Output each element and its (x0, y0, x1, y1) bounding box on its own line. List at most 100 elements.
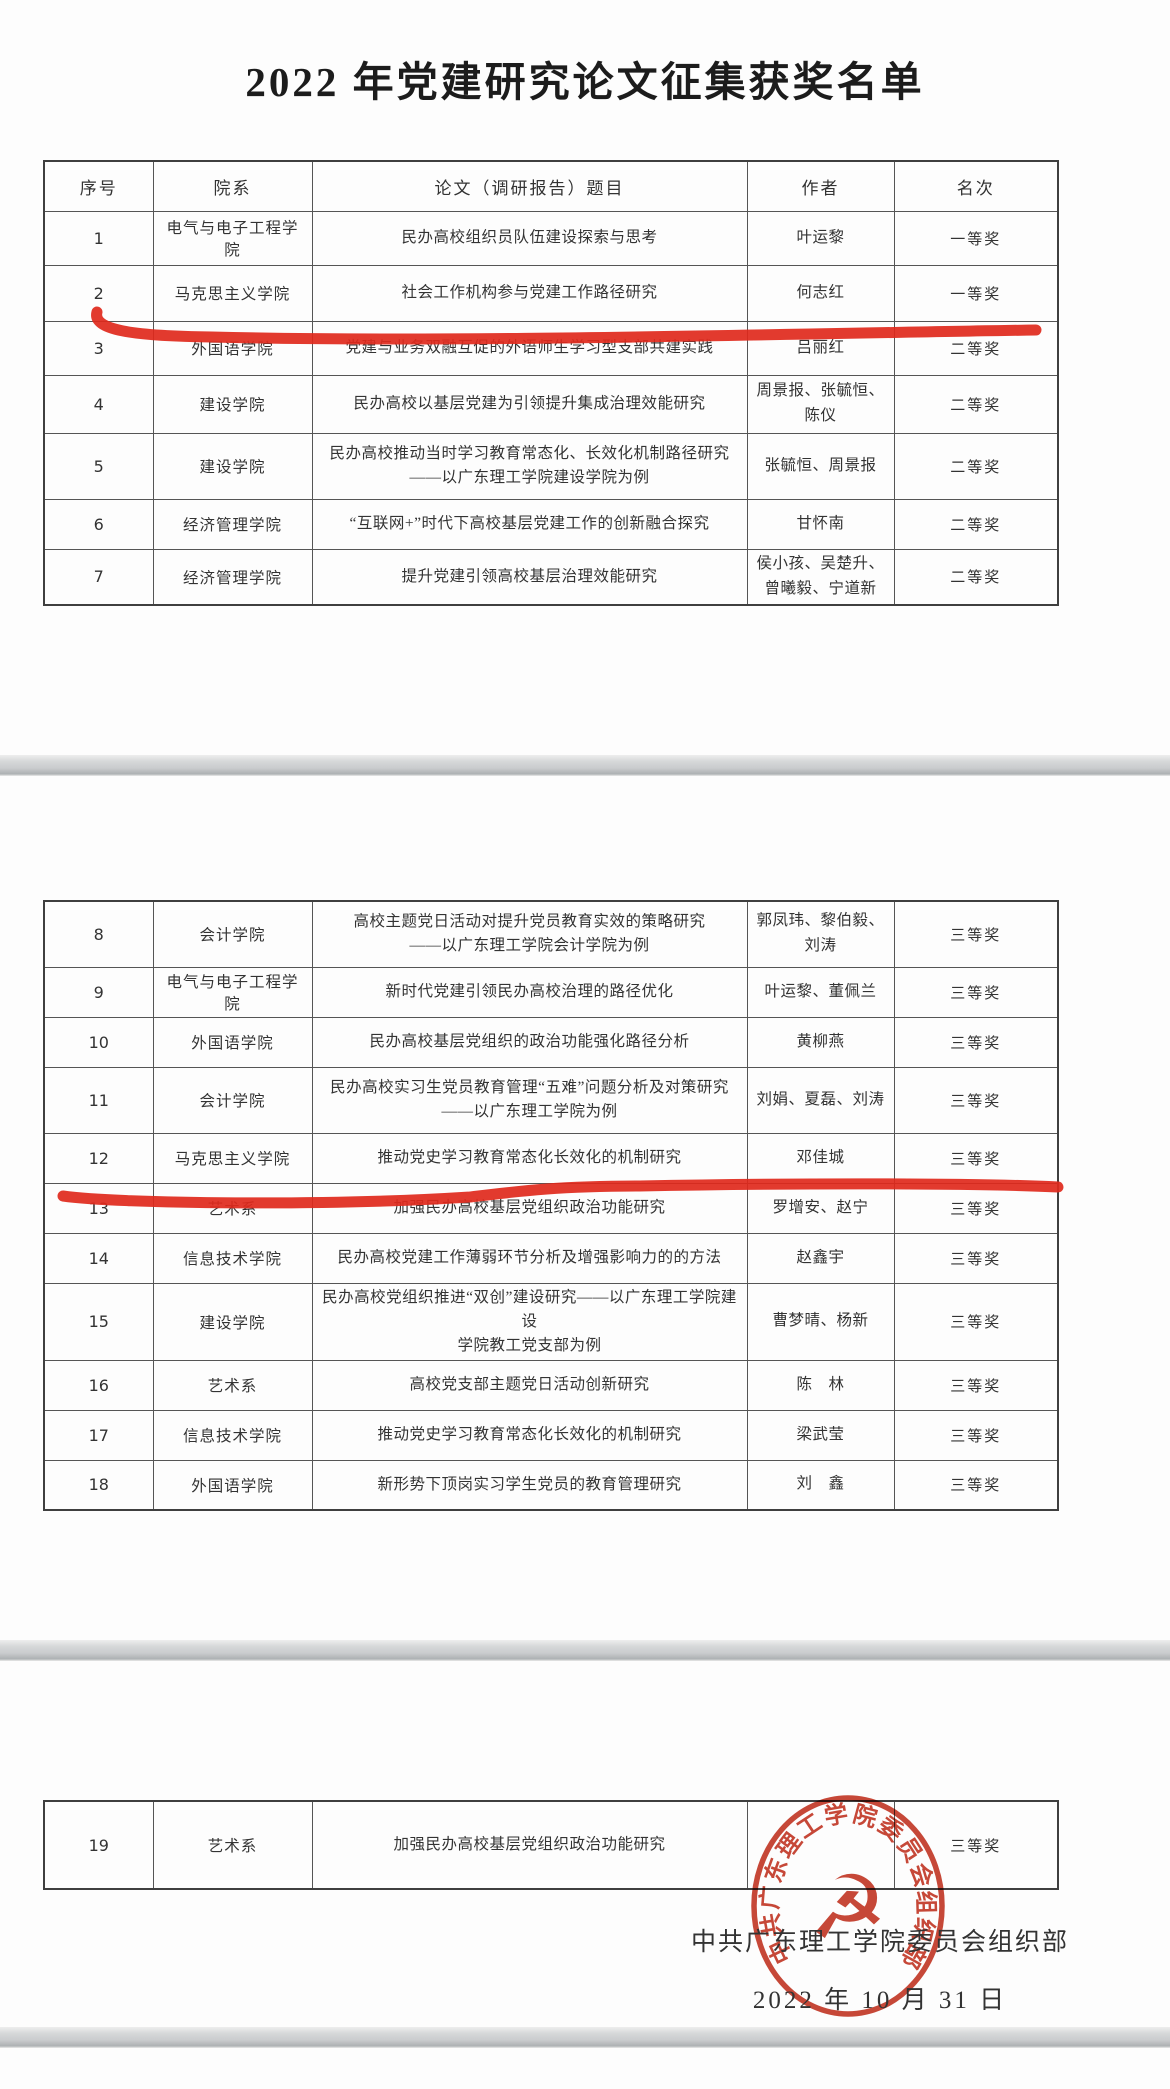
department-cell: 建设学院 (152, 432, 313, 500)
paper-title-cell: 加强民办高校基层党组织政治功能研究 (311, 1182, 748, 1234)
rank-cell: 三等奖 (893, 1132, 1059, 1184)
header-row: 序号 院系 论文（调研报告）题目 作者 名次 (43, 160, 1059, 212)
row-number-cell: 3 (43, 320, 154, 376)
department-cell: 马克思主义学院 (152, 264, 313, 322)
awards-table-page-3: 19 艺术系 加强民办高校基层党组织政治功能研究 三等奖 (43, 1800, 1059, 1890)
table-row: 11 会计学院 民办高校实习生党员教育管理“五难”问题分析及对策研究 ——以广东理工… (43, 1066, 1059, 1134)
page-separator (0, 2027, 1170, 2048)
page-separator (0, 755, 1170, 776)
table-row: 15 建设学院 民办高校党组织推进“双创”建设研究——以广东理工学院建设 学院教工党… (43, 1282, 1059, 1361)
table-row: 9 电气与电子工程学院 新时代党建引领民办高校治理的路径优化 叶运黎、董佩兰 三等奖 (43, 966, 1059, 1018)
column-header: 序号 (43, 160, 154, 212)
authors-cell: 刘 鑫 (746, 1459, 895, 1511)
department-cell: 艺术系 (152, 1182, 313, 1234)
rank-cell: 三等奖 (893, 1359, 1059, 1411)
rank-cell: 三等奖 (893, 1232, 1059, 1284)
issuing-department: 中共广东理工学院委员会组织部 (690, 1929, 1069, 1956)
authors-cell: 何志红 (746, 264, 895, 322)
paper-title-cell: 高校主题党日活动对提升党员教育实效的策略研究 ——以广东理工学院会计学院为例 (311, 900, 748, 968)
rank-cell: 二等奖 (893, 548, 1059, 606)
department-cell: 外国语学院 (152, 320, 313, 376)
department-cell: 信息技术学院 (152, 1232, 313, 1284)
rank-cell: 二等奖 (893, 374, 1059, 434)
department-cell: 建设学院 (152, 1282, 313, 1361)
rank-cell: 一等奖 (893, 264, 1059, 322)
rank-cell: 三等奖 (893, 1409, 1059, 1461)
official-seal-stamp: 中共广东理工学院委员会组织部 ☭ (751, 1795, 945, 2017)
rank-cell: 二等奖 (893, 432, 1059, 500)
column-header: 名次 (893, 160, 1059, 212)
row-number-cell: 19 (43, 1800, 154, 1890)
rank-cell: 三等奖 (893, 1066, 1059, 1134)
rank-cell: 三等奖 (893, 1800, 1059, 1890)
department-cell: 会计学院 (152, 1066, 313, 1134)
row-number-cell: 13 (43, 1182, 154, 1234)
department-cell: 会计学院 (152, 900, 313, 968)
table-row: 12 马克思主义学院 推动党史学习教育常态化长效化的机制研究 邓佳城 三等奖 (43, 1132, 1059, 1184)
rank-cell: 三等奖 (893, 1182, 1059, 1234)
authors-cell: 罗增安、赵宁 (746, 1182, 895, 1234)
paper-title-cell: 民办高校推动当时学习教育常态化、长效化机制路径研究 ——以广东理工学院建设学院为… (311, 432, 748, 500)
awards-table-page-1: 序号 院系 论文（调研报告）题目 作者 名次 1 电气与电子工程学院 民办高校组织员队伍建设探… (43, 160, 1059, 606)
paper-title-cell: 高校党支部主题党日活动创新研究 (311, 1359, 748, 1411)
authors-cell: 叶运黎 (746, 210, 895, 266)
rank-cell: 一等奖 (893, 210, 1059, 266)
document-title: 2022 年党建研究论文征集获奖名单 (245, 59, 925, 105)
authors-cell: 刘娟、夏磊、刘涛 (746, 1066, 895, 1134)
paper-title-cell: 民办高校组织员队伍建设探索与思考 (311, 210, 748, 266)
row-number-cell: 15 (43, 1282, 154, 1361)
paper-title-cell: 加强民办高校基层党组织政治功能研究 (311, 1800, 748, 1890)
row-number-cell: 12 (43, 1132, 154, 1184)
row-number-cell: 8 (43, 900, 154, 968)
paper-title-cell: 提升党建引领高校基层治理效能研究 (311, 548, 748, 606)
rank-cell: 三等奖 (893, 900, 1059, 968)
paper-title-cell: 民办高校党建工作薄弱环节分析及增强影响力的的方法 (311, 1232, 748, 1284)
paper-title-cell: 新时代党建引领民办高校治理的路径优化 (311, 966, 748, 1018)
department-cell: 艺术系 (152, 1800, 313, 1890)
authors-cell: 张毓恒、周景报 (746, 432, 895, 500)
table-row: 13 艺术系 加强民办高校基层党组织政治功能研究 罗增安、赵宁 三等奖 (43, 1182, 1059, 1234)
column-header: 论文（调研报告）题目 (311, 160, 748, 212)
table-row: 18 外国语学院 新形势下顶岗实习学生党员的教育管理研究刘 鑫三等奖 (43, 1459, 1059, 1511)
hammer-sickle-icon: ☭ (809, 1856, 888, 1959)
paper-title-cell: 民办高校以基层党建为引领提升集成治理效能研究 (311, 374, 748, 434)
department-cell: 马克思主义学院 (152, 1132, 313, 1184)
table-row: 8 会计学院 高校主题党日活动对提升党员教育实效的策略研究 ——以广东理工学院会计学… (43, 900, 1059, 968)
row-number-cell: 17 (43, 1409, 154, 1461)
department-cell: 经济管理学院 (152, 548, 313, 606)
table-row: 14 信息技术学院 民办高校党建工作薄弱环节分析及增强影响力的的方法 赵鑫宇 三等奖 (43, 1232, 1059, 1284)
row-number-cell: 6 (43, 498, 154, 550)
table-row: 10 外国语学院 民办高校基层党组织的政治功能强化路径分析 黄柳燕 三等奖 (43, 1016, 1059, 1068)
paper-title-cell: 党建与业务双融互促的外语师生学习型支部共建实践 (311, 320, 748, 376)
row-number-cell: 1 (43, 210, 154, 266)
authors-cell: 叶运黎、董佩兰 (746, 966, 895, 1018)
table-row: 1 电气与电子工程学院 民办高校组织员队伍建设探索与思考 叶运黎 一等奖 (43, 210, 1059, 266)
department-cell: 艺术系 (152, 1359, 313, 1411)
paper-title-cell: 推动党史学习教育常态化长效化的机制研究 (311, 1132, 748, 1184)
rank-cell: 三等奖 (893, 1459, 1059, 1511)
paper-title-cell: 民办高校基层党组织的政治功能强化路径分析 (311, 1016, 748, 1068)
authors-cell: 邓佳城 (746, 1132, 895, 1184)
rank-cell: 三等奖 (893, 1016, 1059, 1068)
department-cell: 外国语学院 (152, 1016, 313, 1068)
row-number-cell: 11 (43, 1066, 154, 1134)
row-number-cell: 18 (43, 1459, 154, 1511)
paper-title-cell: 社会工作机构参与党建工作路径研究 (311, 264, 748, 322)
table-row: 19 艺术系 加强民办高校基层党组织政治功能研究 三等奖 (43, 1800, 1059, 1890)
table-row: 4 建设学院 民办高校以基层党建为引领提升集成治理效能研究 周景报、张毓恒、陈仪 二等奖 (43, 374, 1059, 434)
department-cell: 电气与电子工程学院 (152, 210, 313, 266)
paper-title-cell: 新形势下顶岗实习学生党员的教育管理研究 (311, 1459, 748, 1511)
row-number-cell: 14 (43, 1232, 154, 1284)
paper-title-cell: 推动党史学习教育常态化长效化的机制研究 (311, 1409, 748, 1461)
department-cell: 建设学院 (152, 374, 313, 434)
department-cell: 经济管理学院 (152, 498, 313, 550)
row-number-cell: 16 (43, 1359, 154, 1411)
department-cell: 电气与电子工程学院 (152, 966, 313, 1018)
rank-cell: 二等奖 (893, 498, 1059, 550)
authors-cell: 曹梦晴、杨新 (746, 1282, 895, 1361)
row-number-cell: 2 (43, 264, 154, 322)
authors-cell: 吕丽红 (746, 320, 895, 376)
authors-cell: 黄柳燕 (746, 1016, 895, 1068)
paper-title-cell: 民办高校实习生党员教育管理“五难”问题分析及对策研究 ——以广东理工学院为例 (311, 1066, 748, 1134)
